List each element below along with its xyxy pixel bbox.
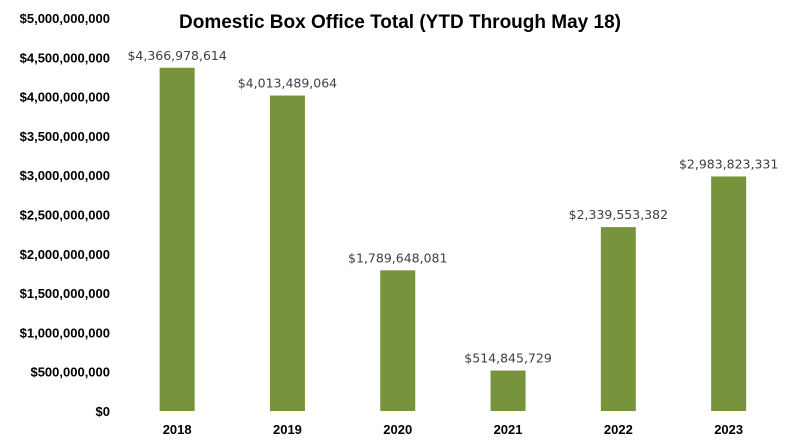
chart-title: Domestic Box Office Total (YTD Through M… xyxy=(179,12,621,33)
x-tick-label-2020: 2020 xyxy=(383,422,412,437)
data-labels: $4,366,978,614 $4,013,489,064 $1,789,648,0… xyxy=(127,48,778,366)
data-label-2018: $4,366,978,614 xyxy=(127,48,226,63)
y-tick-label: $3,000,000,000 xyxy=(20,168,110,183)
y-tick-label: $500,000,000 xyxy=(30,365,110,380)
data-label-2023: $2,983,823,331 xyxy=(679,156,778,171)
data-label-2022: $2,339,553,382 xyxy=(569,207,668,222)
bar-2021 xyxy=(490,370,526,411)
y-tick-label: $2,000,000,000 xyxy=(20,247,110,262)
x-axis: 2018 2019 2020 2021 2022 2023 xyxy=(163,422,743,437)
y-tick-label: $2,500,000,000 xyxy=(20,208,110,223)
bar-2018 xyxy=(159,67,195,411)
y-tick-label: $3,500,000,000 xyxy=(20,129,110,144)
y-axis: $0 $500,000,000 $1,000,000,000 $1,500,000,0… xyxy=(20,11,110,419)
bar-2023 xyxy=(711,176,747,411)
bars xyxy=(159,67,747,411)
x-tick-label-2021: 2021 xyxy=(494,422,523,437)
data-label-2019: $4,013,489,064 xyxy=(238,76,337,91)
y-tick-label: $5,000,000,000 xyxy=(20,11,110,26)
y-tick-label: $0 xyxy=(96,404,110,419)
x-tick-label-2023: 2023 xyxy=(714,422,743,437)
y-tick-label: $4,000,000,000 xyxy=(20,90,110,105)
x-tick-label-2018: 2018 xyxy=(163,422,192,437)
bar-2019 xyxy=(269,95,305,411)
x-tick-label-2019: 2019 xyxy=(273,422,302,437)
data-label-2021: $514,845,729 xyxy=(464,351,552,366)
bar-2020 xyxy=(380,270,416,411)
y-tick-label: $1,500,000,000 xyxy=(20,286,110,301)
data-label-2020: $1,789,648,081 xyxy=(348,250,447,265)
bar-2022 xyxy=(600,227,636,411)
y-tick-label: $4,500,000,000 xyxy=(20,50,110,65)
x-tick-label-2022: 2022 xyxy=(604,422,633,437)
y-tick-label: $1,000,000,000 xyxy=(20,325,110,340)
